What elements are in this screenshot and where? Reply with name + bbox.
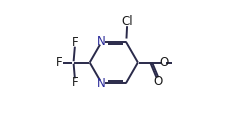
Text: F: F [71,36,78,49]
Text: O: O [159,56,168,69]
Text: F: F [56,56,63,69]
Text: N: N [97,35,106,48]
Text: N: N [97,77,106,90]
Text: O: O [154,74,163,88]
Text: Cl: Cl [121,15,133,28]
Text: F: F [71,76,78,89]
